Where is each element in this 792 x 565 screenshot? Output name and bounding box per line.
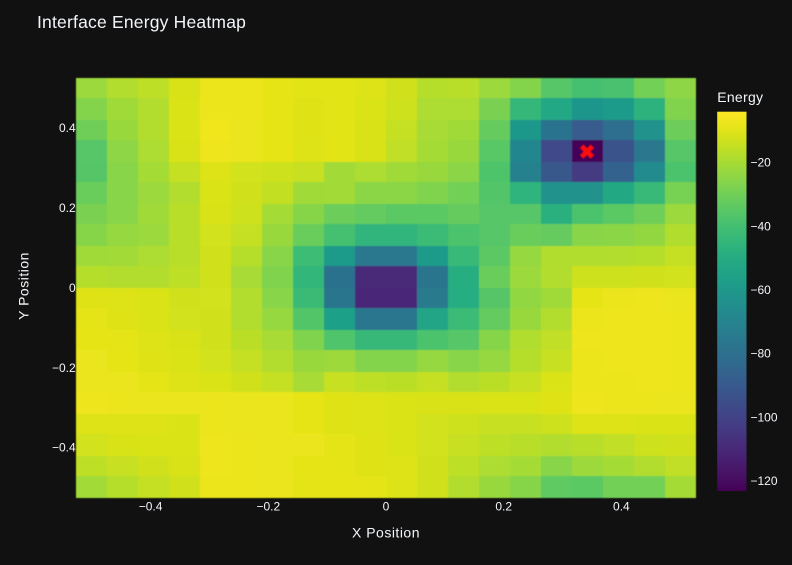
svg-text:−120: −120 bbox=[751, 474, 778, 488]
svg-text:Y Position: Y Position bbox=[16, 252, 32, 320]
svg-text:−20: −20 bbox=[751, 156, 772, 170]
svg-text:0: 0 bbox=[69, 281, 76, 295]
svg-text:0.4: 0.4 bbox=[59, 121, 76, 135]
svg-text:−40: −40 bbox=[751, 219, 772, 233]
svg-text:−60: −60 bbox=[751, 283, 772, 297]
svg-text:−80: −80 bbox=[751, 347, 772, 361]
svg-text:−0.2: −0.2 bbox=[52, 361, 76, 375]
svg-text:0: 0 bbox=[383, 499, 390, 513]
svg-text:Interface Energy Heatmap: Interface Energy Heatmap bbox=[37, 12, 246, 32]
svg-text:−0.4: −0.4 bbox=[139, 499, 163, 513]
svg-text:−100: −100 bbox=[751, 410, 778, 424]
svg-text:0.2: 0.2 bbox=[495, 499, 512, 513]
svg-text:Energy: Energy bbox=[717, 89, 763, 105]
svg-text:X Position: X Position bbox=[352, 525, 420, 541]
svg-text:−0.4: −0.4 bbox=[52, 441, 76, 455]
svg-text:0.4: 0.4 bbox=[613, 499, 630, 513]
svg-text:0.2: 0.2 bbox=[59, 201, 76, 215]
svg-text:−0.2: −0.2 bbox=[256, 499, 280, 513]
